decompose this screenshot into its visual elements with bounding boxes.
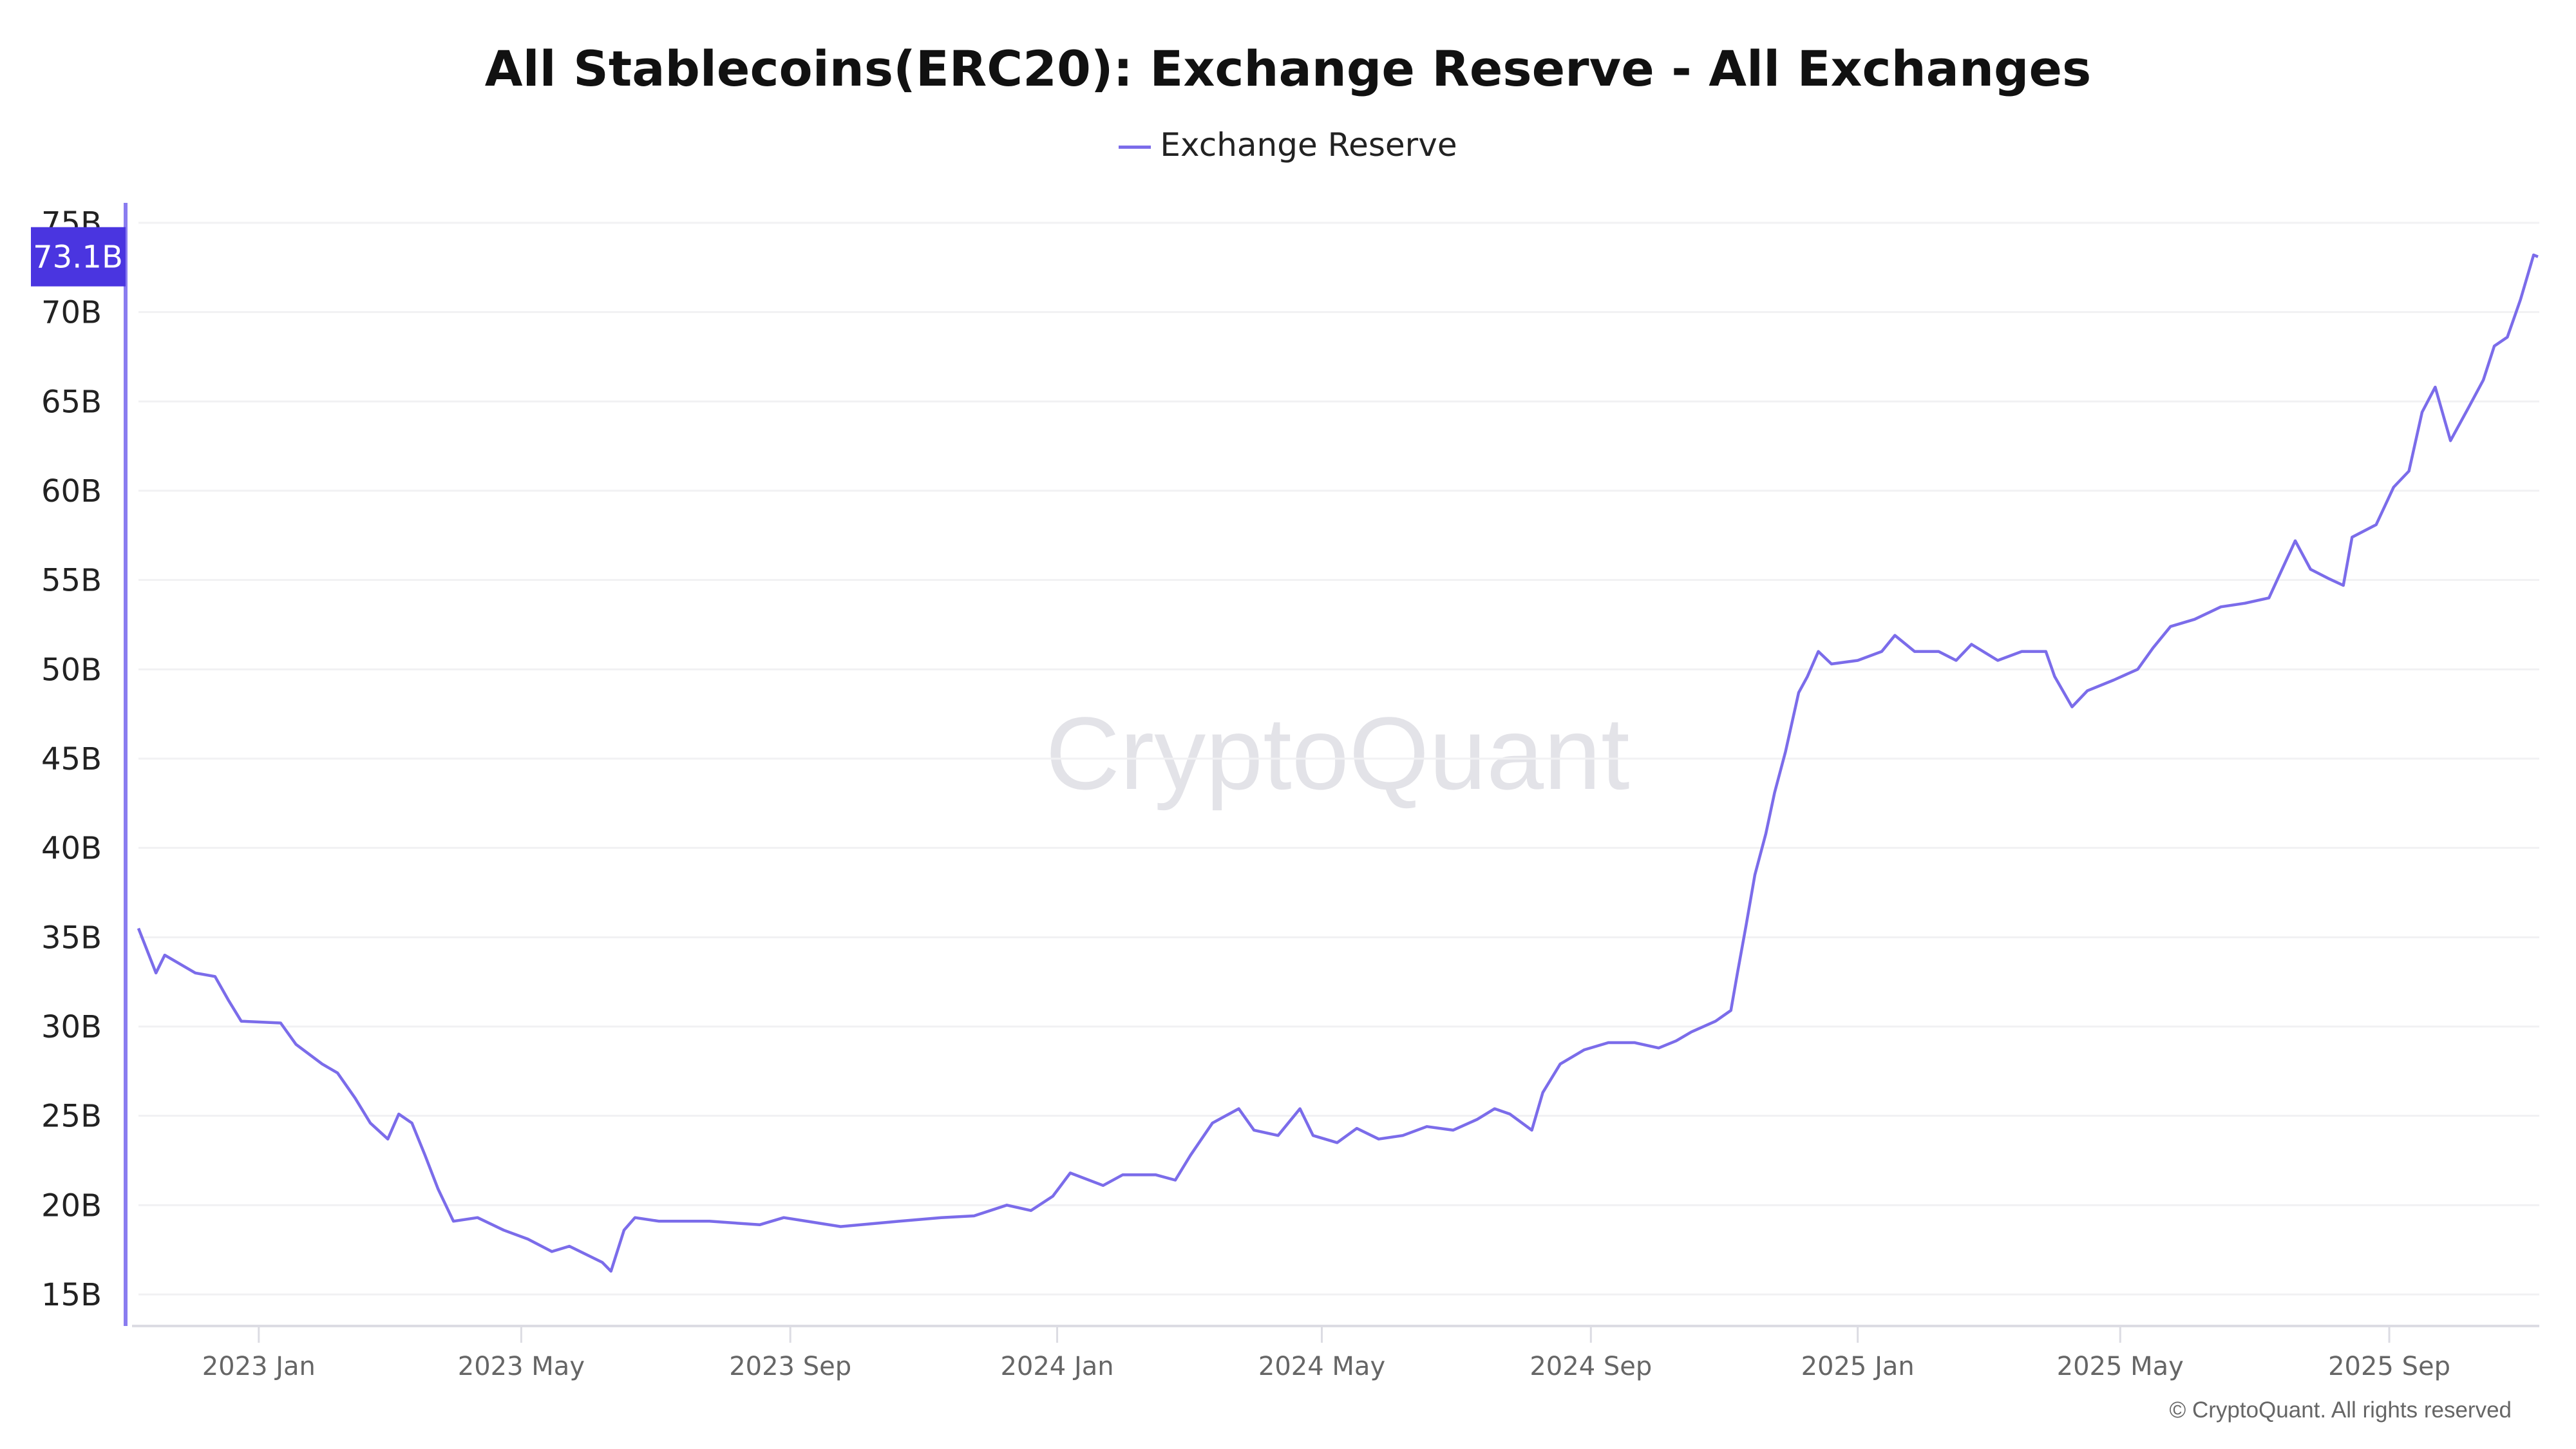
x-tick-label: 2025 Sep bbox=[2328, 1352, 2450, 1381]
x-tick-label: 2023 May bbox=[458, 1352, 585, 1381]
chart-title: All Stablecoins(ERC20): Exchange Reserve… bbox=[484, 40, 2092, 97]
x-tick-label: 2023 Sep bbox=[729, 1352, 851, 1381]
gridlines bbox=[138, 222, 2539, 1296]
x-tick-label: 2024 May bbox=[1258, 1352, 1385, 1381]
x-tick-label: 2024 Sep bbox=[1530, 1352, 1652, 1381]
y-tick-label: 50B bbox=[41, 652, 102, 688]
legend-label: Exchange Reserve bbox=[1160, 126, 1457, 164]
last-value-badge-bg bbox=[31, 227, 126, 287]
y-tick-label: 30B bbox=[41, 1009, 102, 1045]
watermark: CryptoQuant bbox=[1045, 696, 1629, 811]
y-tick-label: 60B bbox=[41, 473, 102, 509]
legend[interactable]: Exchange Reserve bbox=[0, 126, 2576, 164]
y-tick-label: 15B bbox=[41, 1277, 102, 1313]
y-tick-label: 20B bbox=[41, 1188, 102, 1224]
y-tick-label: 40B bbox=[41, 831, 102, 867]
x-axis: 2023 Jan 2023 May 2023 Sep 2024 Jan 2024 May… bbox=[132, 1325, 2539, 1381]
copyright: © CryptoQuant. All rights reserved bbox=[2169, 1397, 2512, 1423]
last-value-badge: 73.1B bbox=[31, 227, 126, 287]
x-tick-label: 2024 Jan bbox=[1000, 1352, 1113, 1381]
series-exchange-reserve bbox=[137, 253, 2539, 1273]
y-tick-label: 65B bbox=[41, 384, 102, 420]
y-tick-label: 55B bbox=[41, 563, 102, 599]
y-tick-label: 45B bbox=[41, 741, 102, 777]
y-tick-label: 70B bbox=[41, 295, 102, 331]
series-line-exchange-reserve[interactable] bbox=[137, 253, 2539, 1273]
y-tick-label: 25B bbox=[41, 1099, 102, 1135]
x-tick-label: 2025 Jan bbox=[1801, 1352, 1915, 1381]
legend-swatch bbox=[1119, 146, 1151, 149]
x-tick-label: 2023 Jan bbox=[202, 1352, 316, 1381]
y-tick-label: 35B bbox=[41, 920, 102, 956]
x-tick-label: 2025 May bbox=[2057, 1352, 2184, 1381]
last-value-label: 73.1B bbox=[33, 240, 123, 276]
